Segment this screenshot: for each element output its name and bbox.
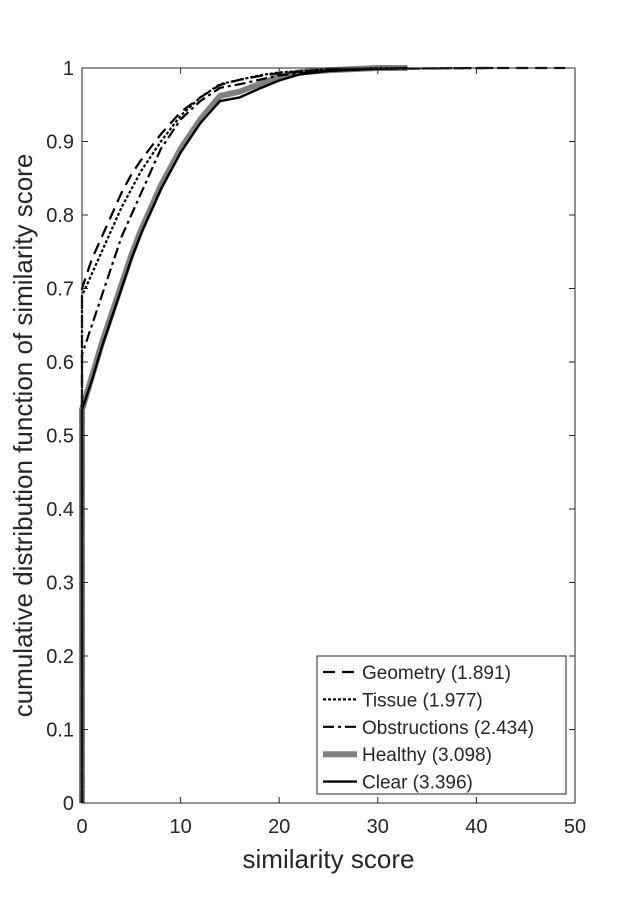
x-tick-label: 10 (169, 816, 191, 838)
legend-label: Geometry (1.891) (362, 663, 511, 684)
series-layer (79, 65, 566, 803)
y-tick-label: 0.5 (46, 426, 74, 448)
series-line-2 (80, 66, 408, 803)
x-tick-label: 40 (465, 816, 487, 838)
y-tick-label: 0.7 (46, 279, 74, 301)
y-tick-label: 1 (63, 58, 74, 80)
legend-box (316, 655, 567, 795)
x-axis-label: similarity score (243, 844, 415, 874)
y-tick-label: 0.3 (46, 573, 74, 595)
y-tick-label: 0.6 (46, 352, 74, 374)
legend-label: Tissue (1.977) (362, 690, 483, 711)
series-line-5 (80, 66, 408, 803)
y-tick-label: 0.2 (46, 646, 74, 668)
x-tick-label: 30 (367, 816, 389, 838)
y-tick-label: 0.8 (46, 205, 74, 227)
y-tick-label: 0.1 (46, 720, 74, 742)
y-tick-label: 0.9 (46, 132, 74, 154)
legend-label: Healthy (3.098) (362, 745, 492, 766)
legend-label: Clear (3.396) (362, 773, 473, 794)
y-tick-label: 0.4 (46, 499, 74, 521)
y-tick-label: 0 (63, 793, 74, 815)
legend: Geometry (1.891) Tissue (1.977) Obstructio… (316, 655, 567, 795)
x-tick-label: 0 (76, 816, 87, 838)
tick-layer: 0 10 20 30 40 50 0 0.1 0.2 0.3 0.4 0.5 0.6 0.7 0.8 0.9 1 (46, 58, 586, 838)
series-line-3 (80, 66, 497, 803)
x-tick-label: 20 (268, 816, 290, 838)
y-axis-label: cumulative distribution function of simi… (8, 154, 38, 718)
x-tick-label: 50 (564, 816, 586, 838)
legend-label: Obstructions (2.434) (362, 718, 534, 739)
